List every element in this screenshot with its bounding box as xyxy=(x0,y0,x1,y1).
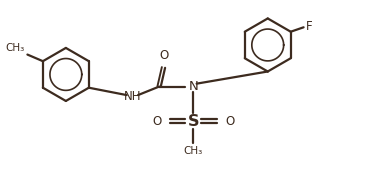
Text: O: O xyxy=(225,115,234,128)
Text: O: O xyxy=(159,49,168,62)
Text: NH: NH xyxy=(123,90,141,103)
Text: F: F xyxy=(306,20,313,33)
Text: CH₃: CH₃ xyxy=(5,43,25,54)
Text: S: S xyxy=(188,114,199,129)
Text: O: O xyxy=(152,115,161,128)
Text: CH₃: CH₃ xyxy=(184,146,203,156)
Text: N: N xyxy=(188,80,198,93)
